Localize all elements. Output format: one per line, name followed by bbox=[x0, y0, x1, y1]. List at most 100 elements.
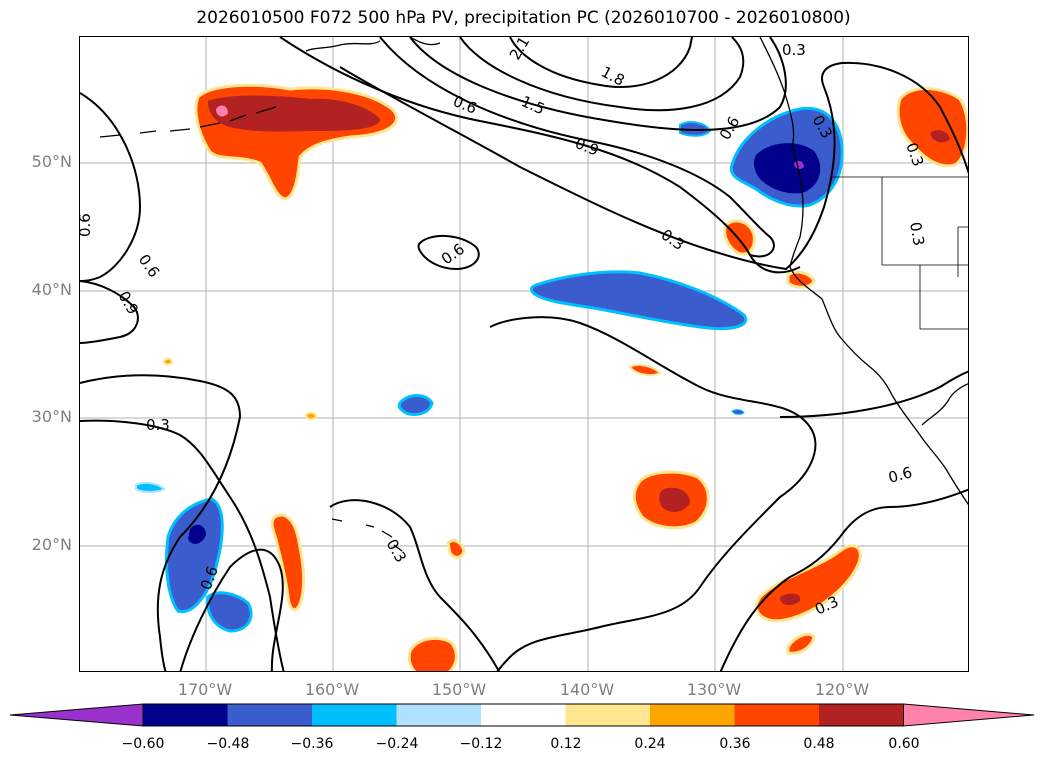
pv-contour-0-6-mid bbox=[489, 316, 817, 671]
colorbar-segment bbox=[819, 704, 904, 726]
coastlines bbox=[99, 37, 968, 552]
lon-label-150w: 150°W bbox=[431, 680, 487, 699]
precip-neg-dot bbox=[731, 409, 745, 415]
precip-neg-west-2 bbox=[206, 591, 253, 633]
pv-contour-0-6-sw bbox=[179, 548, 284, 671]
colorbar-tick: 0.12 bbox=[550, 736, 582, 752]
lon-label-120w: 120°W bbox=[814, 680, 870, 699]
contour-label: 0.6 bbox=[438, 240, 468, 268]
contour-label: 0.3 bbox=[383, 536, 411, 566]
colorbar-frame bbox=[142, 703, 904, 727]
colorbar-tick: 0.24 bbox=[634, 736, 666, 752]
colorbar-segment bbox=[143, 704, 228, 726]
contour-label: 0.9 bbox=[573, 134, 602, 160]
precip-neg-small bbox=[397, 394, 434, 417]
lon-label-160w: 160°W bbox=[304, 680, 360, 699]
colorbar-segment bbox=[312, 704, 397, 726]
pv-contour-0-3-west bbox=[80, 374, 242, 671]
precip-blob-bc-coast bbox=[896, 87, 968, 168]
contour-label: 0.6 bbox=[886, 463, 914, 487]
coastline-hawaii bbox=[331, 518, 403, 552]
colorbar-tick: 0.48 bbox=[803, 736, 835, 752]
contour-label: 0.6 bbox=[716, 113, 744, 143]
precip-blob-subtropic-1 bbox=[270, 513, 306, 612]
coastline-baja-gulf bbox=[921, 383, 968, 426]
map-canvas: 2.1 1.8 1.5 0.9 0.6 0.3 0.6 0.6 0.6 0.9 … bbox=[80, 37, 968, 671]
precip-neg-band bbox=[530, 270, 748, 330]
pv-contour-1-5 bbox=[409, 37, 787, 131]
precip-neg-west-3 bbox=[135, 481, 166, 493]
colorbar-segment bbox=[481, 704, 566, 726]
precip-blob-oregon bbox=[723, 219, 756, 256]
contour-label: 0.3 bbox=[782, 41, 806, 59]
colorbar-tick: −0.60 bbox=[121, 736, 165, 752]
colorbar-segment bbox=[734, 704, 820, 726]
pv-contour-0-3-east bbox=[719, 488, 968, 671]
page-title: 2026010500 F072 500 hPa PV, precipitatio… bbox=[196, 8, 851, 28]
contour-label: 0.6 bbox=[135, 251, 163, 281]
contour-label: 0.6 bbox=[80, 213, 94, 237]
pv-contour-0-3-north bbox=[339, 61, 968, 271]
precip-neg-west bbox=[164, 497, 224, 614]
pv-contour-0-6-east bbox=[779, 370, 968, 418]
borders bbox=[832, 176, 968, 330]
pv-contour-0-9-west bbox=[80, 280, 139, 344]
lon-label-170w: 170°W bbox=[177, 680, 233, 699]
colorbar-extend-high bbox=[903, 703, 1035, 727]
contour-label: 1.5 bbox=[518, 92, 547, 118]
precip-peak-gulf-alaska bbox=[216, 105, 228, 117]
precip-dot-1 bbox=[628, 364, 662, 376]
colorbar-tick: 0.60 bbox=[888, 736, 920, 752]
contour-label: 0.3 bbox=[906, 221, 928, 248]
coastline-aleutians bbox=[99, 106, 277, 138]
contour-label: 0.3 bbox=[658, 226, 688, 254]
lat-label-30n: 30°N bbox=[31, 407, 72, 426]
border-state-lines bbox=[881, 177, 968, 330]
coastline-alaska-south bbox=[305, 37, 441, 52]
pv-contour-0-9 bbox=[379, 37, 775, 258]
colorbar-tick: 0.36 bbox=[719, 736, 751, 752]
colorbar bbox=[10, 703, 1035, 727]
precip-dot-3 bbox=[162, 357, 174, 366]
colorbar-segment bbox=[565, 704, 651, 726]
colorbar-segment bbox=[650, 704, 735, 726]
colorbar-segment bbox=[396, 704, 482, 726]
pv-contour-2-1 bbox=[509, 37, 693, 89]
precip-negative bbox=[135, 106, 844, 633]
colorbar-segment bbox=[227, 704, 313, 726]
precip-core-gulf-alaska bbox=[208, 95, 380, 132]
precip-blob-baja-small bbox=[786, 632, 816, 655]
colorbar-extend-low bbox=[10, 703, 144, 727]
precip-neg-pnw-core bbox=[753, 143, 821, 194]
colorbar-tick: −0.24 bbox=[375, 736, 419, 752]
precip-neg-west-core bbox=[188, 524, 206, 544]
colorbar-tick: −0.36 bbox=[290, 736, 334, 752]
precip-blob-ncal bbox=[786, 270, 816, 289]
pv-contour-0-6-ring bbox=[417, 234, 480, 271]
precip-blob-subtropic-2 bbox=[407, 636, 458, 671]
pv-contour-0-6-north bbox=[279, 37, 801, 274]
lat-label-40n: 40°N bbox=[31, 280, 72, 299]
lat-label-20n: 20°N bbox=[31, 535, 72, 554]
pv-contour-0-3-sw bbox=[329, 499, 500, 671]
lon-label-140w: 140°W bbox=[559, 680, 615, 699]
pv-contour-1-8 bbox=[459, 37, 745, 112]
lon-label-130w: 130°W bbox=[686, 680, 742, 699]
precip-blob-baja bbox=[754, 544, 862, 623]
contour-label: 0.6 bbox=[451, 92, 480, 118]
pv-contour-0-6-west bbox=[80, 92, 142, 282]
precip-core-baja bbox=[780, 593, 801, 606]
colorbar-tick: −0.48 bbox=[206, 736, 250, 752]
pv-contours bbox=[80, 37, 968, 671]
coastline-north-america bbox=[759, 37, 968, 506]
precip-blob-subtropic-3 bbox=[446, 539, 466, 559]
colorbar-tick: −0.12 bbox=[459, 736, 503, 752]
map-panel[interactable]: 2.1 1.8 1.5 0.9 0.6 0.3 0.6 0.6 0.6 0.9 … bbox=[79, 36, 969, 672]
colorbar-segments bbox=[10, 703, 1035, 727]
precip-dot-2 bbox=[304, 411, 318, 421]
pv-contour-0-3-mid bbox=[80, 419, 285, 671]
contour-label: 0.3 bbox=[146, 416, 170, 434]
precip-positive bbox=[162, 83, 968, 671]
lat-label-50n: 50°N bbox=[31, 152, 72, 171]
precip-core-east-pacific bbox=[659, 487, 690, 512]
